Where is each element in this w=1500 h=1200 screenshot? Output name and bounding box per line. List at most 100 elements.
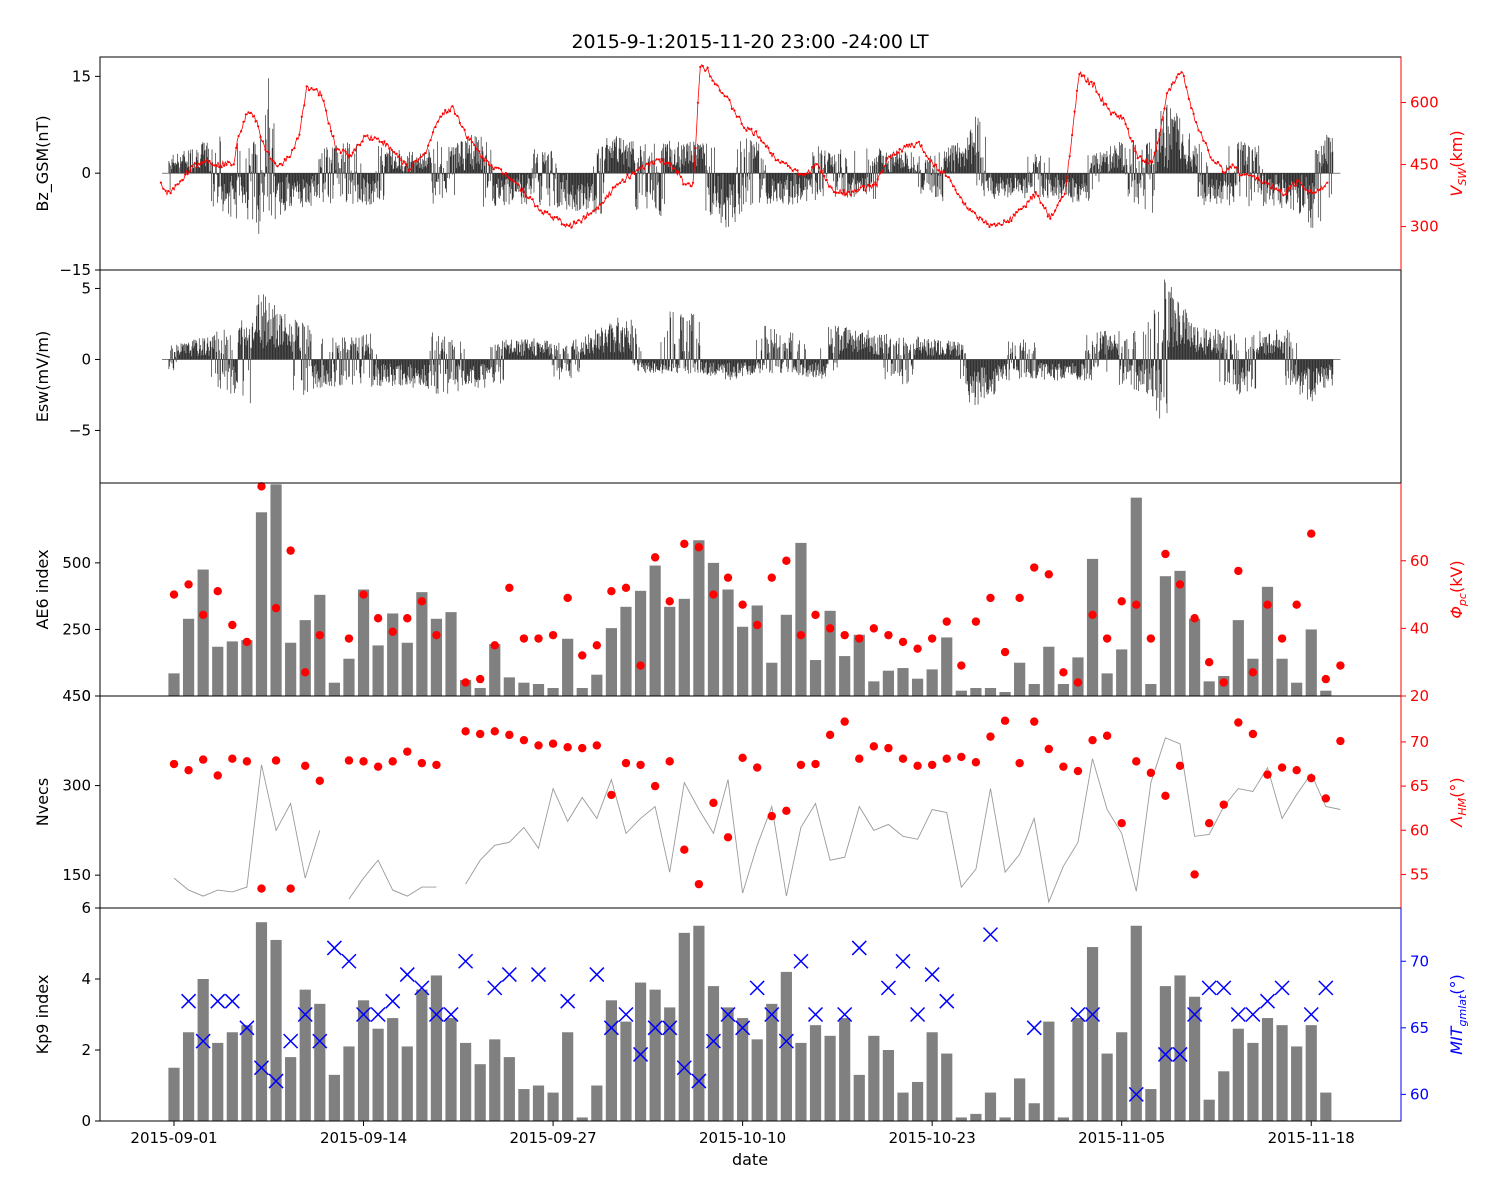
esw-bar <box>348 359 350 377</box>
bz-bar <box>295 173 297 187</box>
esw-bar <box>473 359 475 371</box>
bz-bar <box>1240 149 1241 174</box>
esw-bar <box>886 344 888 360</box>
bz-bar <box>752 158 754 174</box>
esw-bar <box>1193 335 1195 360</box>
bz-bar <box>878 156 879 174</box>
kp9-ylabel: Kp9 index <box>33 975 52 1055</box>
kp9-bar <box>212 1042 224 1121</box>
esw-bar <box>539 343 541 360</box>
esw-bar <box>898 343 899 360</box>
vsw-point <box>388 147 391 150</box>
vsw-point <box>298 133 301 136</box>
esw-bar <box>686 321 688 360</box>
esw-bar <box>1305 359 1306 380</box>
bz-bar <box>1159 152 1161 174</box>
kp9-bar <box>182 1032 195 1121</box>
bz-bar <box>434 173 435 188</box>
bz-bar <box>229 173 230 193</box>
esw-bar <box>584 354 586 360</box>
esw-bar <box>484 359 486 388</box>
esw-bar <box>324 359 325 376</box>
vsw-point <box>1277 189 1280 192</box>
esw-bar <box>236 359 238 381</box>
bz-bar <box>618 148 620 174</box>
vsw-point <box>1075 89 1079 92</box>
bz-bar <box>1125 173 1127 175</box>
esw-bar <box>1192 342 1193 360</box>
esw-bar <box>1209 337 1210 360</box>
esw-bar <box>1238 359 1240 385</box>
esw-bar <box>446 359 448 369</box>
esw-bar <box>1254 350 1255 360</box>
esw-bar <box>1171 327 1173 360</box>
esw-bar <box>218 339 220 360</box>
vsw-point <box>757 136 760 139</box>
esw-bar <box>1153 309 1155 360</box>
bz-bar <box>964 166 966 174</box>
esw-bar <box>394 359 396 385</box>
esw-bar <box>411 359 413 368</box>
bz-bar <box>181 161 182 174</box>
bz-bar <box>377 173 379 181</box>
bz-bar <box>1005 173 1007 185</box>
bz-bar <box>826 173 828 179</box>
bz-bar <box>637 173 639 209</box>
bz-bar <box>689 141 691 174</box>
bz-bar <box>1038 163 1040 174</box>
bz-bar <box>1245 160 1247 174</box>
esw-bar <box>204 338 206 360</box>
esw-bar <box>640 351 642 360</box>
vsw-point <box>434 125 437 129</box>
esw-bar <box>972 359 973 377</box>
bz-bar <box>940 173 941 176</box>
esw-bar <box>799 359 801 373</box>
bz-bar <box>546 173 548 189</box>
esw-bar <box>746 359 747 370</box>
esw-bar <box>248 334 250 360</box>
esw-bar <box>297 335 299 360</box>
bz-bar <box>735 173 737 208</box>
bz-bar <box>1111 156 1113 174</box>
esw-bar <box>539 347 540 360</box>
esw-bar <box>975 359 977 377</box>
bz-bar <box>889 172 891 174</box>
bz-bar <box>1105 157 1107 174</box>
bz-bar <box>1243 165 1245 174</box>
esw-bar <box>1149 359 1150 374</box>
bz-bar <box>1161 145 1162 174</box>
vsw-point <box>281 164 284 167</box>
esw-bar <box>462 359 464 371</box>
bz-bar <box>1119 142 1120 174</box>
bz-bar <box>537 173 539 183</box>
bz-bar <box>1129 148 1131 174</box>
bz-bar <box>992 173 994 182</box>
esw-bar <box>879 334 881 360</box>
bz-bar <box>1191 159 1193 174</box>
vsw-point <box>1192 112 1195 115</box>
bz-bar <box>531 173 532 189</box>
bz-bar <box>1258 165 1260 174</box>
phi-pc-point <box>534 634 543 643</box>
bz-bar <box>872 161 873 174</box>
esw-bar <box>759 359 760 364</box>
bz-bar <box>203 154 204 174</box>
vsw-point <box>1134 150 1137 153</box>
vsw-point <box>837 191 840 194</box>
bz-bar <box>1142 173 1144 196</box>
esw-bar <box>1308 359 1309 369</box>
bz-bar <box>443 173 445 182</box>
mit-gmlat-marker <box>705 1033 721 1049</box>
esw-bar <box>317 359 319 379</box>
esw-bar <box>565 346 566 360</box>
esw-bar <box>251 326 253 360</box>
bz-bar <box>816 173 817 183</box>
esw-bar <box>748 359 750 371</box>
esw-bar <box>679 359 681 368</box>
esw-bar <box>1272 345 1274 360</box>
esw-bar <box>567 353 569 360</box>
esw-bar <box>229 359 230 369</box>
esw-bar <box>384 359 385 370</box>
bz-bar <box>397 168 399 174</box>
bz-bar <box>1213 173 1215 186</box>
